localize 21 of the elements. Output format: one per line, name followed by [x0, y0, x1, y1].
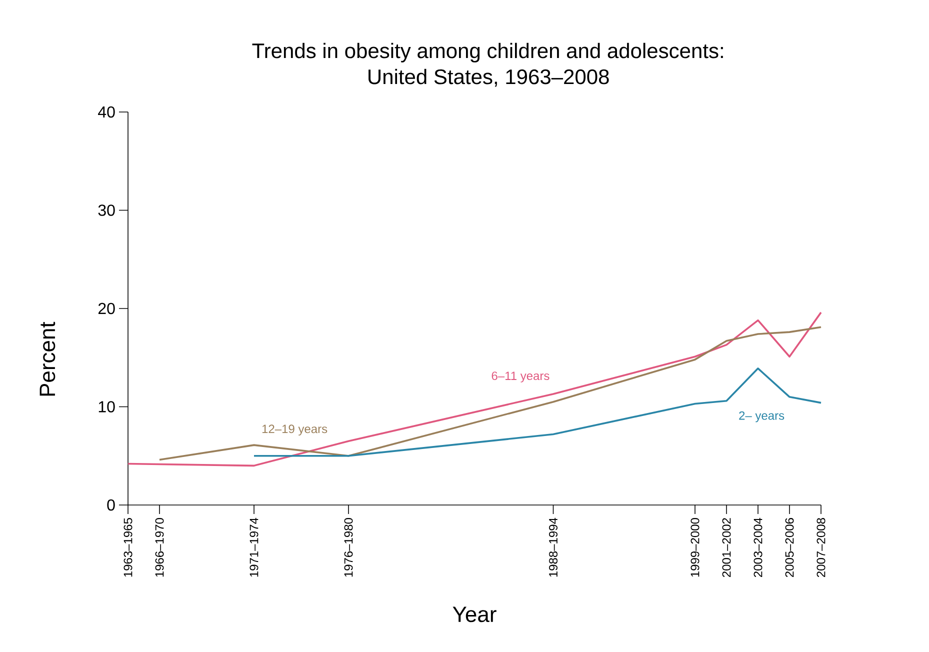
x-tick-label: 1963–1965	[124, 518, 132, 577]
y-axis-title: Percent	[40, 322, 56, 396]
chart-title: Trends in obesity among children and adolescents: United States, 1963–2008	[252, 42, 723, 87]
x-tick-label: 1966–1970	[155, 518, 164, 577]
series-label: 2– years	[739, 411, 784, 422]
x-tick-label: 2007–2008	[816, 518, 826, 577]
y-tick-label: 20	[98, 302, 115, 314]
x-tick-label: 2001–2002	[722, 518, 731, 577]
x-tick-label: 2003–2004	[754, 518, 762, 577]
y-tick-label: 10	[98, 401, 115, 412]
x-tick-label: 1999–2000	[690, 518, 700, 577]
x-tick-label: 1971–1974	[250, 518, 258, 577]
x-axis-title: Year	[452, 606, 496, 622]
x-tick-label: 1988–1994	[549, 518, 558, 577]
x-tick-label: 2005–2006	[785, 518, 794, 577]
y-tick-label: 30	[98, 204, 115, 216]
y-tick-label: 0	[107, 499, 115, 511]
series-label: 12–19 years	[262, 424, 328, 436]
series-label: 6–11 years	[492, 372, 550, 382]
x-tick-label: 1976–1980	[344, 518, 353, 577]
y-tick-label: 40	[98, 106, 115, 118]
